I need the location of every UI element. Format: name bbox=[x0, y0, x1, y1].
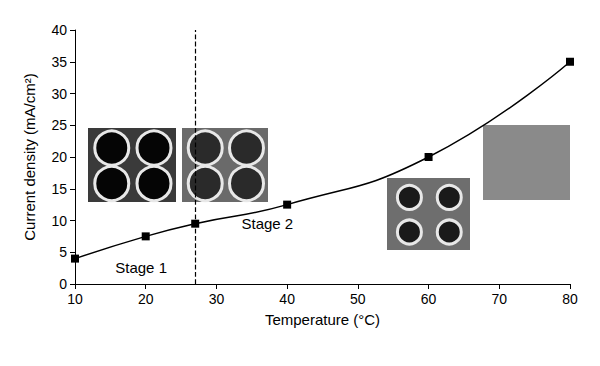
svg-text:35: 35 bbox=[51, 54, 67, 70]
svg-text:30: 30 bbox=[209, 291, 225, 307]
svg-text:10: 10 bbox=[67, 291, 83, 307]
svg-text:80: 80 bbox=[562, 291, 578, 307]
svg-text:Temperature (°C): Temperature (°C) bbox=[265, 311, 380, 328]
svg-text:70: 70 bbox=[491, 291, 507, 307]
svg-text:5: 5 bbox=[59, 244, 67, 260]
svg-text:15: 15 bbox=[51, 181, 67, 197]
svg-text:40: 40 bbox=[279, 291, 295, 307]
svg-text:40: 40 bbox=[51, 22, 67, 38]
svg-text:20: 20 bbox=[138, 291, 154, 307]
svg-text:Stage 1: Stage 1 bbox=[115, 259, 167, 276]
svg-text:Stage 2: Stage 2 bbox=[241, 215, 293, 232]
svg-text:20: 20 bbox=[51, 149, 67, 165]
svg-text:10: 10 bbox=[51, 213, 67, 229]
svg-text:50: 50 bbox=[350, 291, 366, 307]
svg-text:0: 0 bbox=[59, 276, 67, 292]
svg-text:60: 60 bbox=[421, 291, 437, 307]
svg-text:25: 25 bbox=[51, 117, 67, 133]
svg-text:30: 30 bbox=[51, 86, 67, 102]
svg-text:Current density (mA/cm²): Current density (mA/cm²) bbox=[21, 73, 38, 241]
